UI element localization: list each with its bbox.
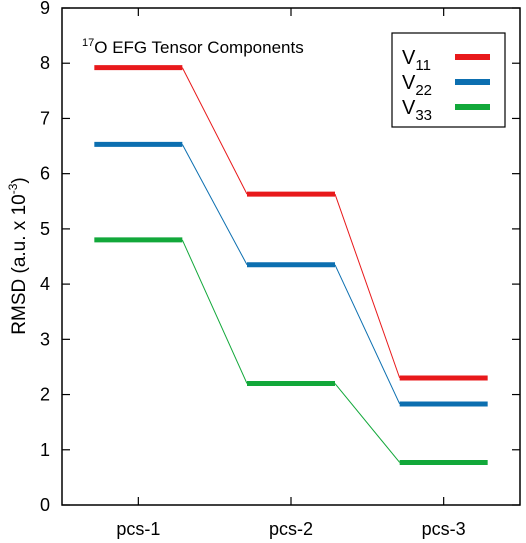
chart-annotation: 17O EFG Tensor Components	[82, 37, 304, 57]
series-connector	[334, 264, 401, 405]
y-axis-label: RMSD (a.u. x 10-3)	[6, 177, 30, 334]
y-axis: 0 1 2 3 4 5 6 7 8 9	[40, 0, 520, 515]
series-connector	[334, 383, 401, 463]
annotation-superscript: 17	[82, 37, 94, 49]
series-V11	[94, 65, 488, 381]
y-tick-label: 1	[40, 440, 50, 460]
y-tick-label: 6	[40, 164, 50, 184]
y-tick-label: 5	[40, 219, 50, 239]
y-axis-label-superscript: -3	[6, 183, 20, 194]
legend-label: V22	[402, 72, 432, 99]
y-tick-label: 0	[40, 495, 50, 515]
legend-label: V11	[402, 47, 431, 74]
x-tick-label: pcs-2	[269, 519, 313, 539]
series-layer	[94, 65, 488, 465]
y-tick-label: 8	[40, 53, 50, 73]
y-tick-label: 3	[40, 329, 50, 349]
series-connector	[181, 144, 248, 266]
x-axis: pcs-1 pcs-2 pcs-3	[116, 8, 466, 539]
series-connector	[181, 239, 248, 384]
y-tick-label: 7	[40, 108, 50, 128]
y-tick-label: 9	[40, 0, 50, 18]
legend-label: V33	[402, 97, 432, 124]
x-tick-label: pcs-3	[422, 519, 466, 539]
y-tick-label: 4	[40, 274, 50, 294]
series-connector	[334, 193, 401, 379]
y-axis-label-main: RMSD (a.u. x 10	[9, 194, 30, 334]
y-tick-label: 2	[40, 385, 50, 405]
series-V22	[94, 141, 488, 407]
series-connector	[181, 67, 248, 195]
y-axis-label-close: )	[9, 177, 30, 183]
series-V33	[94, 237, 488, 465]
annotation-text: O EFG Tensor Components	[94, 38, 303, 57]
x-tick-label: pcs-1	[116, 519, 160, 539]
